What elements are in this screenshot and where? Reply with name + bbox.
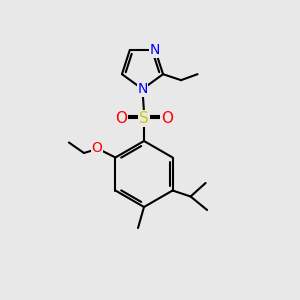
Text: O: O <box>92 142 102 155</box>
Text: N: N <box>137 82 148 96</box>
Text: S: S <box>139 111 149 126</box>
Text: O: O <box>115 111 127 126</box>
Text: N: N <box>150 43 160 57</box>
Text: O: O <box>161 111 173 126</box>
